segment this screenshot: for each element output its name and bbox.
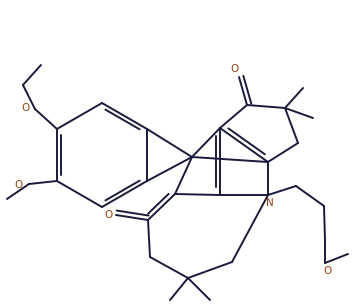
Text: O: O <box>15 180 23 190</box>
Text: O: O <box>22 103 30 113</box>
Text: O: O <box>104 210 112 220</box>
Text: O: O <box>324 266 332 276</box>
Text: N: N <box>266 198 274 208</box>
Text: O: O <box>230 64 238 74</box>
